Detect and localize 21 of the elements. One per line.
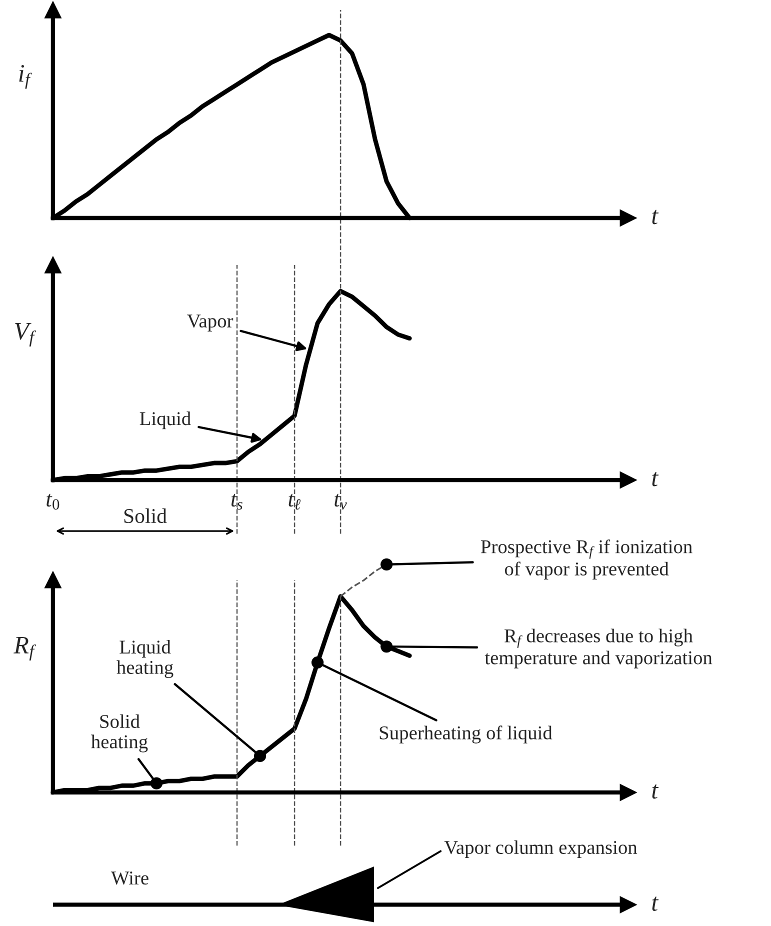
text: Vapor column expansion — [444, 840, 638, 858]
text: Solid — [124, 508, 167, 524]
x-tick-label: t$_{s}$ — [231, 494, 242, 510]
annotation: Liquid — [140, 412, 191, 430]
text: t — [652, 896, 659, 911]
y-axis-title: V$_{f}$ — [15, 322, 36, 347]
y-axis-title: R$_{f}$ — [14, 636, 36, 660]
x-axis-title: t — [652, 784, 659, 799]
annotation: Liquid heating — [116, 640, 174, 678]
annotation: R$_{f}$ decreases due to high temperature and vaporization — [484, 628, 712, 668]
x-tick-label: t$_{0}$ — [46, 494, 60, 510]
annotation: Vapor — [187, 314, 234, 332]
x-tick-label: t$_{ℓ}$ — [288, 494, 301, 510]
x-axis-title: t — [652, 472, 659, 486]
y-axis-title: i$_{f}$ — [19, 65, 32, 89]
annotation: Prospective R$_{f}$ if ionization of vapor is prevented — [480, 539, 692, 580]
x-axis-title: t — [652, 210, 659, 224]
annotation: Superheating of liquid — [380, 726, 552, 744]
annotation: Solid heating — [91, 714, 148, 752]
x-tick-label: t$_{v}$ — [334, 494, 347, 510]
text: Wire — [111, 872, 148, 885]
